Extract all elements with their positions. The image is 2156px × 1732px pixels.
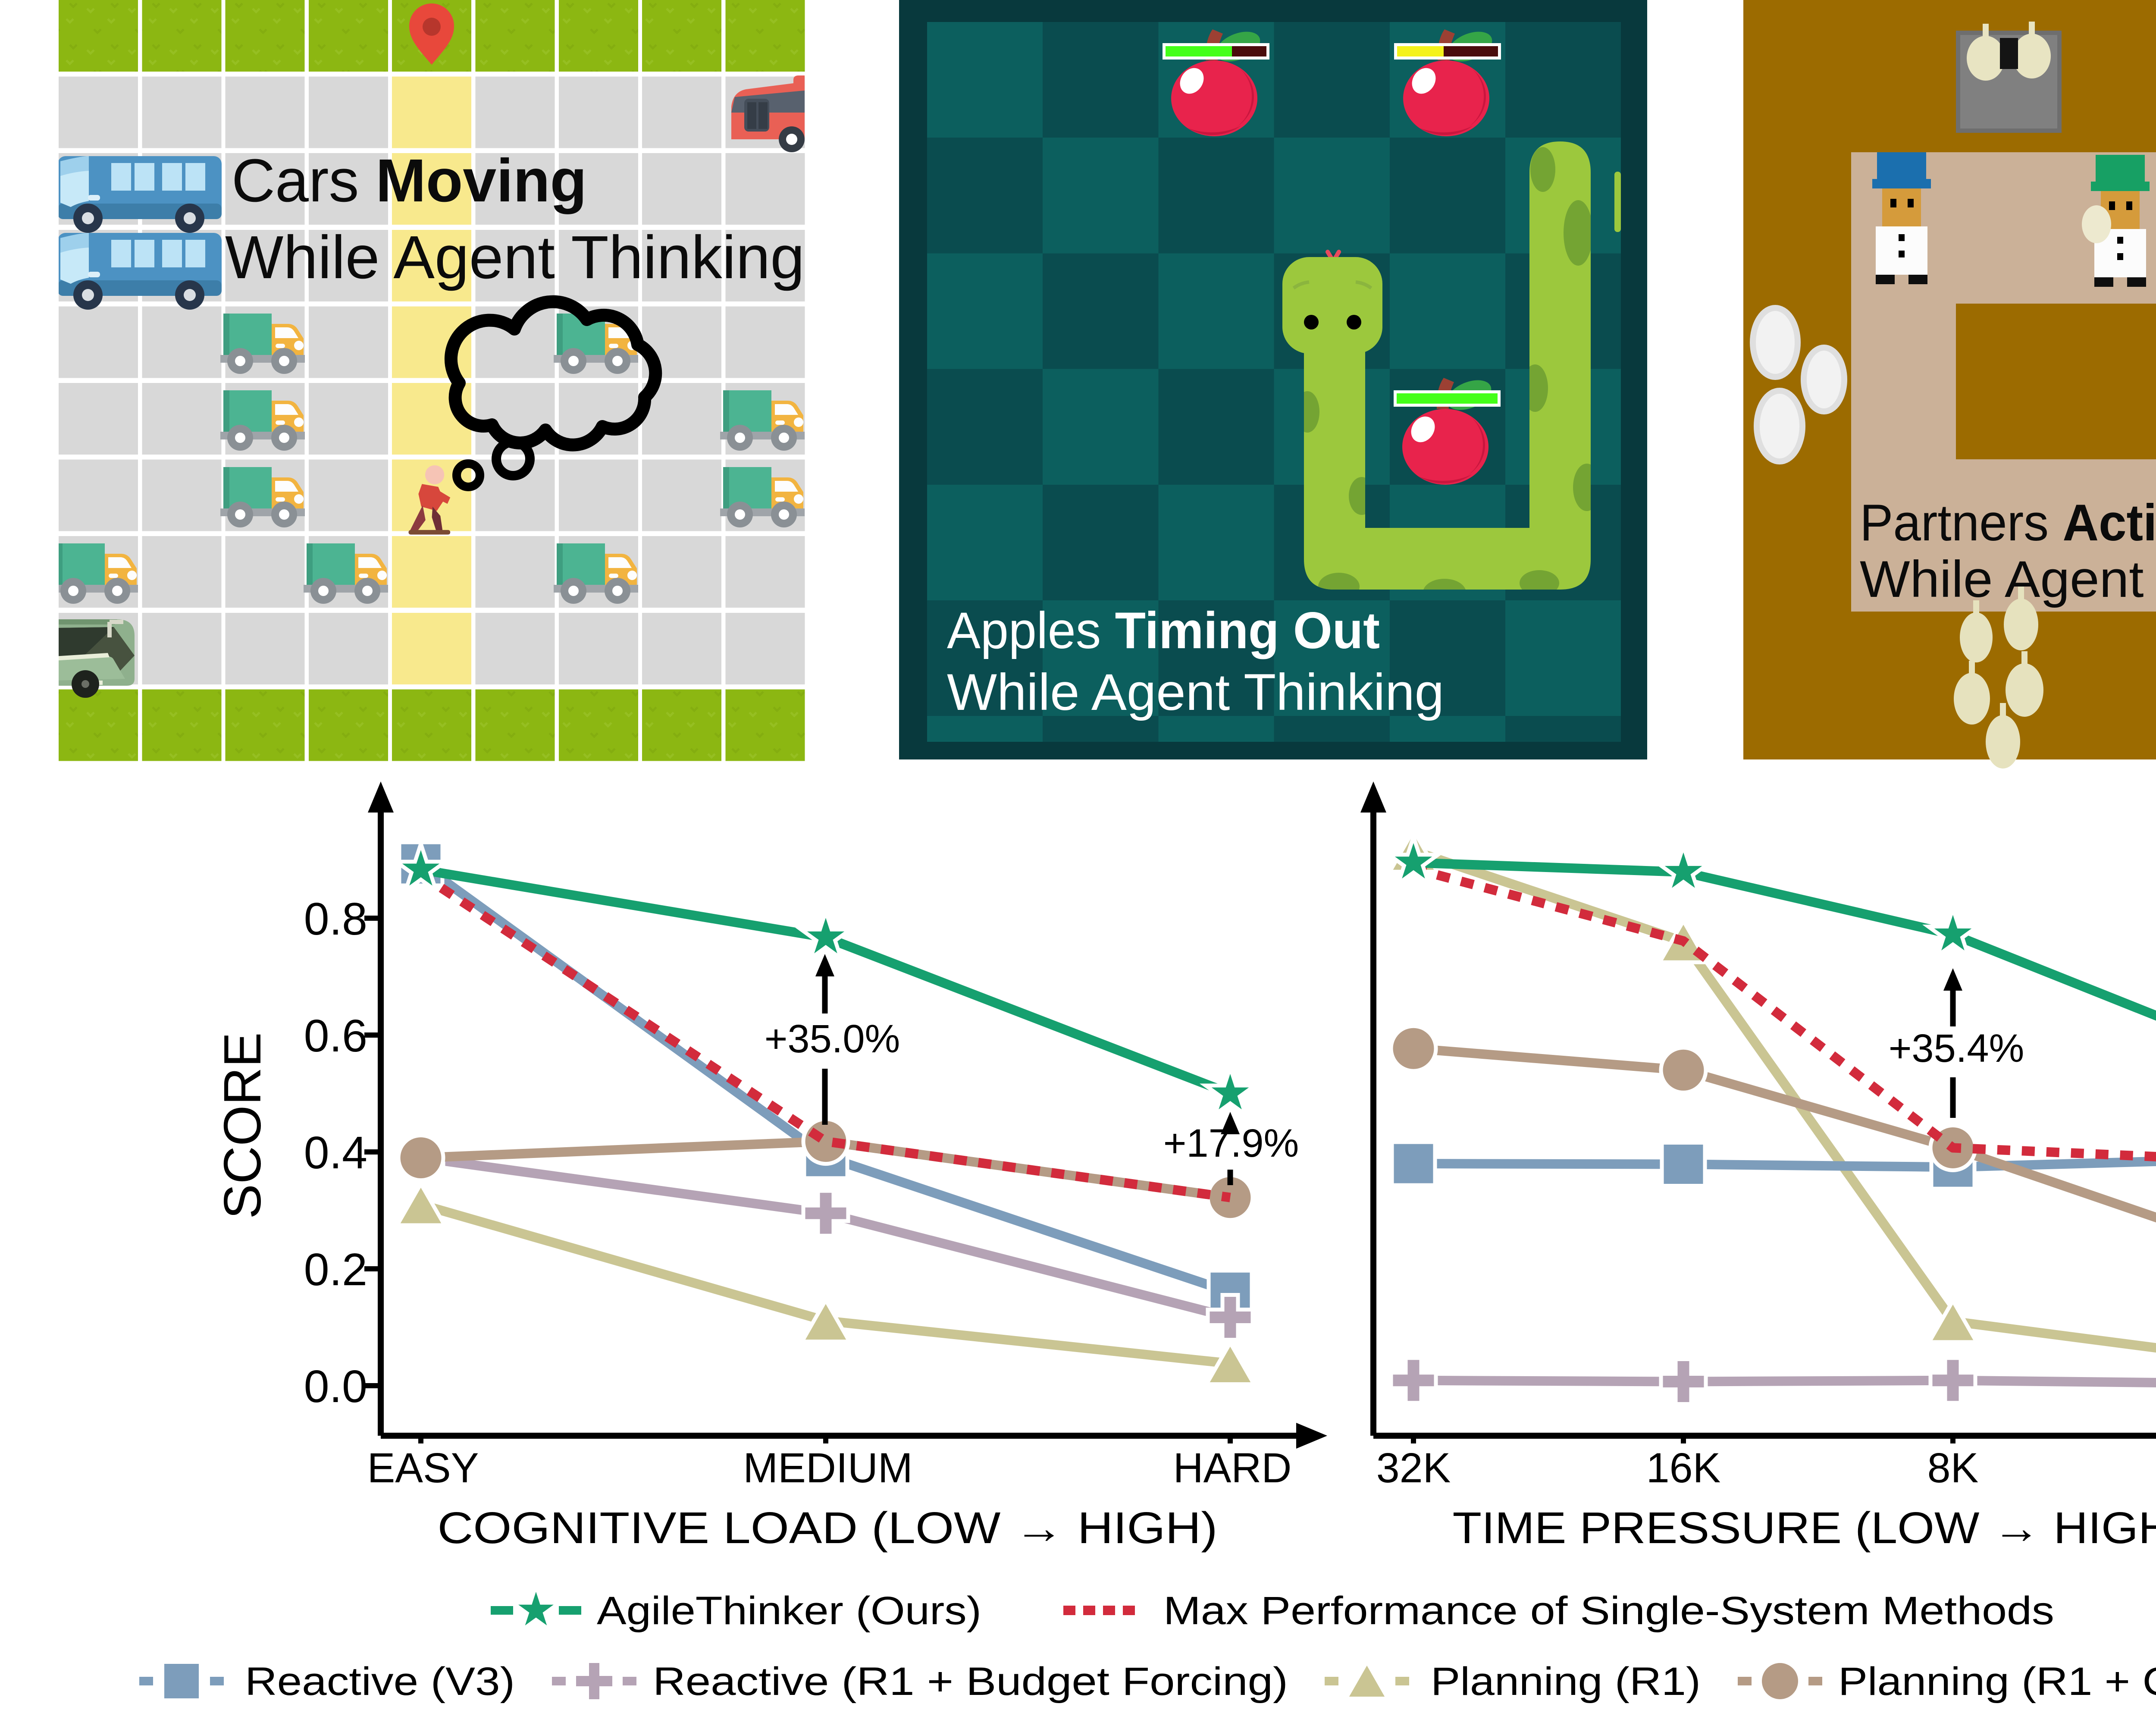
svg-text:While Agent Thinking: While Agent Thinking [225, 223, 805, 291]
svg-text:Apples Timing Out: Apples Timing Out [947, 602, 1380, 659]
svg-text:0.8: 0.8 [304, 894, 367, 944]
svg-text:0.0: 0.0 [304, 1361, 367, 1412]
svg-text:32K: 32K [1376, 1444, 1451, 1491]
svg-text:COGNITIVE LOAD (LOW → HIGH): COGNITIVE LOAD (LOW → HIGH) [438, 1503, 1218, 1553]
svg-text:MEDIUM: MEDIUM [743, 1444, 912, 1491]
svg-text:0.6: 0.6 [304, 1010, 367, 1061]
svg-text:+35.0%: +35.0% [765, 1017, 900, 1061]
svg-text:SCORE: SCORE [213, 1032, 272, 1219]
svg-text:TIME PRESSURE (LOW → HIGH): TIME PRESSURE (LOW → HIGH) [1453, 1503, 2156, 1553]
svg-text:Planning (R1): Planning (R1) [1431, 1660, 1701, 1704]
svg-text:Partners Acting: Partners Acting [1860, 494, 2156, 552]
svg-text:Reactive (R1 + Budget Forcing): Reactive (R1 + Budget Forcing) [653, 1660, 1288, 1704]
svg-text:Reactive (V3): Reactive (V3) [245, 1660, 515, 1704]
svg-text:+35.4%: +35.4% [1889, 1026, 2024, 1070]
svg-text:16K: 16K [1646, 1444, 1721, 1491]
svg-text:+17.9%: +17.9% [1163, 1121, 1299, 1165]
svg-text:AgileThinker (Ours): AgileThinker (Ours) [597, 1589, 981, 1633]
svg-text:8K: 8K [1927, 1444, 1979, 1491]
svg-text:Planning (R1 + Code-Policy): Planning (R1 + Code-Policy) [1838, 1660, 2156, 1704]
svg-text:Cars Moving: Cars Moving [232, 146, 587, 214]
svg-text:HARD: HARD [1173, 1444, 1292, 1491]
svg-text:0.2: 0.2 [304, 1244, 367, 1295]
svg-text:While Agent Thinking: While Agent Thinking [1860, 550, 2156, 608]
svg-text:While Agent Thinking: While Agent Thinking [947, 663, 1444, 721]
svg-text:EASY: EASY [367, 1444, 479, 1491]
svg-text:0.4: 0.4 [304, 1127, 367, 1178]
svg-text:Max Performance of Single-Syst: Max Performance of Single-System Methods [1163, 1589, 2054, 1633]
